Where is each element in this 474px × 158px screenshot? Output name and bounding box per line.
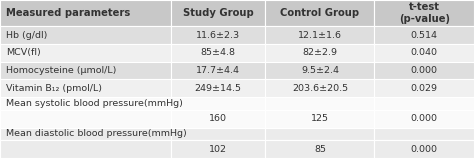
Text: 0.514: 0.514 xyxy=(411,30,438,40)
Text: 0.000: 0.000 xyxy=(411,66,438,75)
Text: 249±14.5: 249±14.5 xyxy=(194,84,242,93)
FancyBboxPatch shape xyxy=(265,110,374,128)
Text: Homocysteine (μmol/L): Homocysteine (μmol/L) xyxy=(6,66,116,75)
Text: 160: 160 xyxy=(209,114,227,123)
FancyBboxPatch shape xyxy=(171,79,265,97)
FancyBboxPatch shape xyxy=(374,44,474,62)
FancyBboxPatch shape xyxy=(0,110,171,128)
FancyBboxPatch shape xyxy=(265,62,374,79)
Text: 17.7±4.4: 17.7±4.4 xyxy=(196,66,240,75)
FancyBboxPatch shape xyxy=(171,26,265,44)
Text: 0.029: 0.029 xyxy=(411,84,438,93)
FancyBboxPatch shape xyxy=(0,97,171,110)
FancyBboxPatch shape xyxy=(0,44,171,62)
FancyBboxPatch shape xyxy=(265,97,374,110)
Text: Hb (g/dl): Hb (g/dl) xyxy=(6,30,47,40)
FancyBboxPatch shape xyxy=(0,62,171,79)
Text: 0.040: 0.040 xyxy=(411,48,438,57)
Text: 102: 102 xyxy=(209,145,227,154)
FancyBboxPatch shape xyxy=(171,128,265,140)
Text: Vitamin B₁₂ (pmol/L): Vitamin B₁₂ (pmol/L) xyxy=(6,84,102,93)
Text: Study Group: Study Group xyxy=(182,8,254,18)
Text: 85±4.8: 85±4.8 xyxy=(201,48,236,57)
FancyBboxPatch shape xyxy=(171,0,265,26)
Text: 0.000: 0.000 xyxy=(411,145,438,154)
Text: 125: 125 xyxy=(311,114,329,123)
FancyBboxPatch shape xyxy=(0,128,171,140)
FancyBboxPatch shape xyxy=(0,79,171,97)
FancyBboxPatch shape xyxy=(374,97,474,110)
Text: 203.6±20.5: 203.6±20.5 xyxy=(292,84,348,93)
Text: 82±2.9: 82±2.9 xyxy=(302,48,337,57)
FancyBboxPatch shape xyxy=(374,26,474,44)
Text: Mean diastolic blood pressure(mmHg): Mean diastolic blood pressure(mmHg) xyxy=(6,129,186,138)
FancyBboxPatch shape xyxy=(265,79,374,97)
Text: Mean systolic blood pressure(mmHg): Mean systolic blood pressure(mmHg) xyxy=(6,99,182,108)
Text: MCV(fl): MCV(fl) xyxy=(6,48,40,57)
FancyBboxPatch shape xyxy=(171,62,265,79)
FancyBboxPatch shape xyxy=(374,0,474,26)
Text: Measured parameters: Measured parameters xyxy=(6,8,130,18)
Text: 11.6±2.3: 11.6±2.3 xyxy=(196,30,240,40)
FancyBboxPatch shape xyxy=(374,79,474,97)
Text: Control Group: Control Group xyxy=(281,8,359,18)
FancyBboxPatch shape xyxy=(265,0,374,26)
Text: t-test
(p-value): t-test (p-value) xyxy=(399,2,450,24)
FancyBboxPatch shape xyxy=(0,26,171,44)
FancyBboxPatch shape xyxy=(265,140,374,158)
Text: 9.5±2.4: 9.5±2.4 xyxy=(301,66,339,75)
FancyBboxPatch shape xyxy=(374,128,474,140)
FancyBboxPatch shape xyxy=(171,44,265,62)
FancyBboxPatch shape xyxy=(171,97,265,110)
FancyBboxPatch shape xyxy=(374,62,474,79)
FancyBboxPatch shape xyxy=(265,26,374,44)
Text: 0.000: 0.000 xyxy=(411,114,438,123)
FancyBboxPatch shape xyxy=(374,110,474,128)
FancyBboxPatch shape xyxy=(265,128,374,140)
FancyBboxPatch shape xyxy=(374,140,474,158)
FancyBboxPatch shape xyxy=(171,140,265,158)
Text: 12.1±1.6: 12.1±1.6 xyxy=(298,30,342,40)
Text: 85: 85 xyxy=(314,145,326,154)
FancyBboxPatch shape xyxy=(171,110,265,128)
FancyBboxPatch shape xyxy=(0,140,171,158)
FancyBboxPatch shape xyxy=(265,44,374,62)
FancyBboxPatch shape xyxy=(0,0,171,26)
